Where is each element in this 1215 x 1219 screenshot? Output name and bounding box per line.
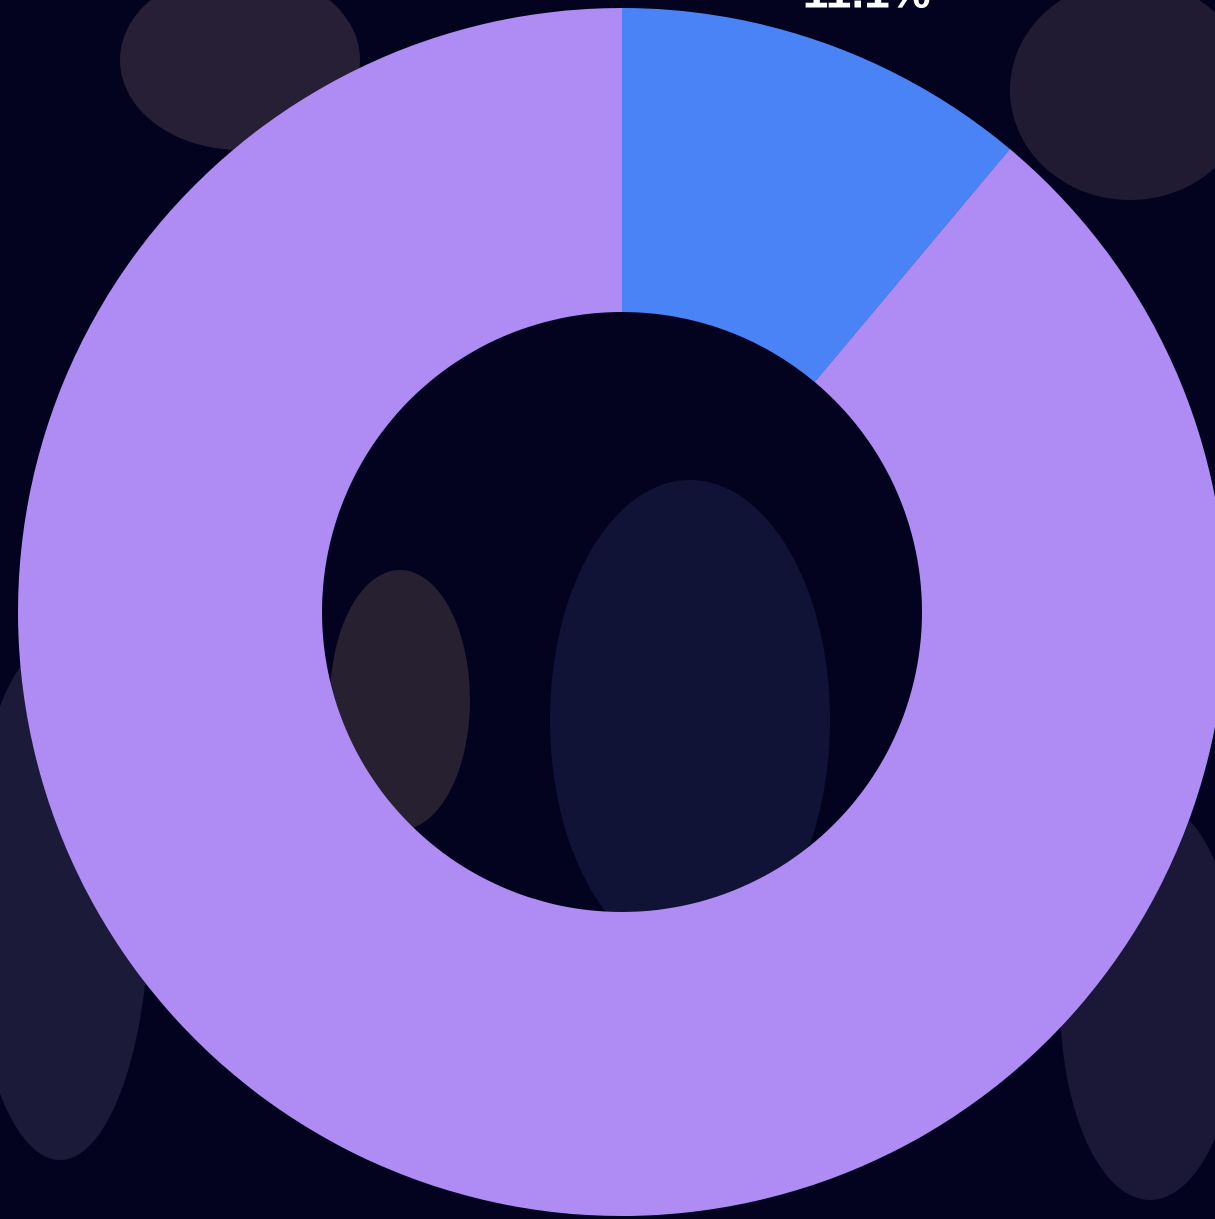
value-label: 11.1% (803, 0, 931, 18)
donut (18, 8, 1215, 1216)
slice (18, 8, 1215, 1216)
slice (622, 8, 1010, 383)
